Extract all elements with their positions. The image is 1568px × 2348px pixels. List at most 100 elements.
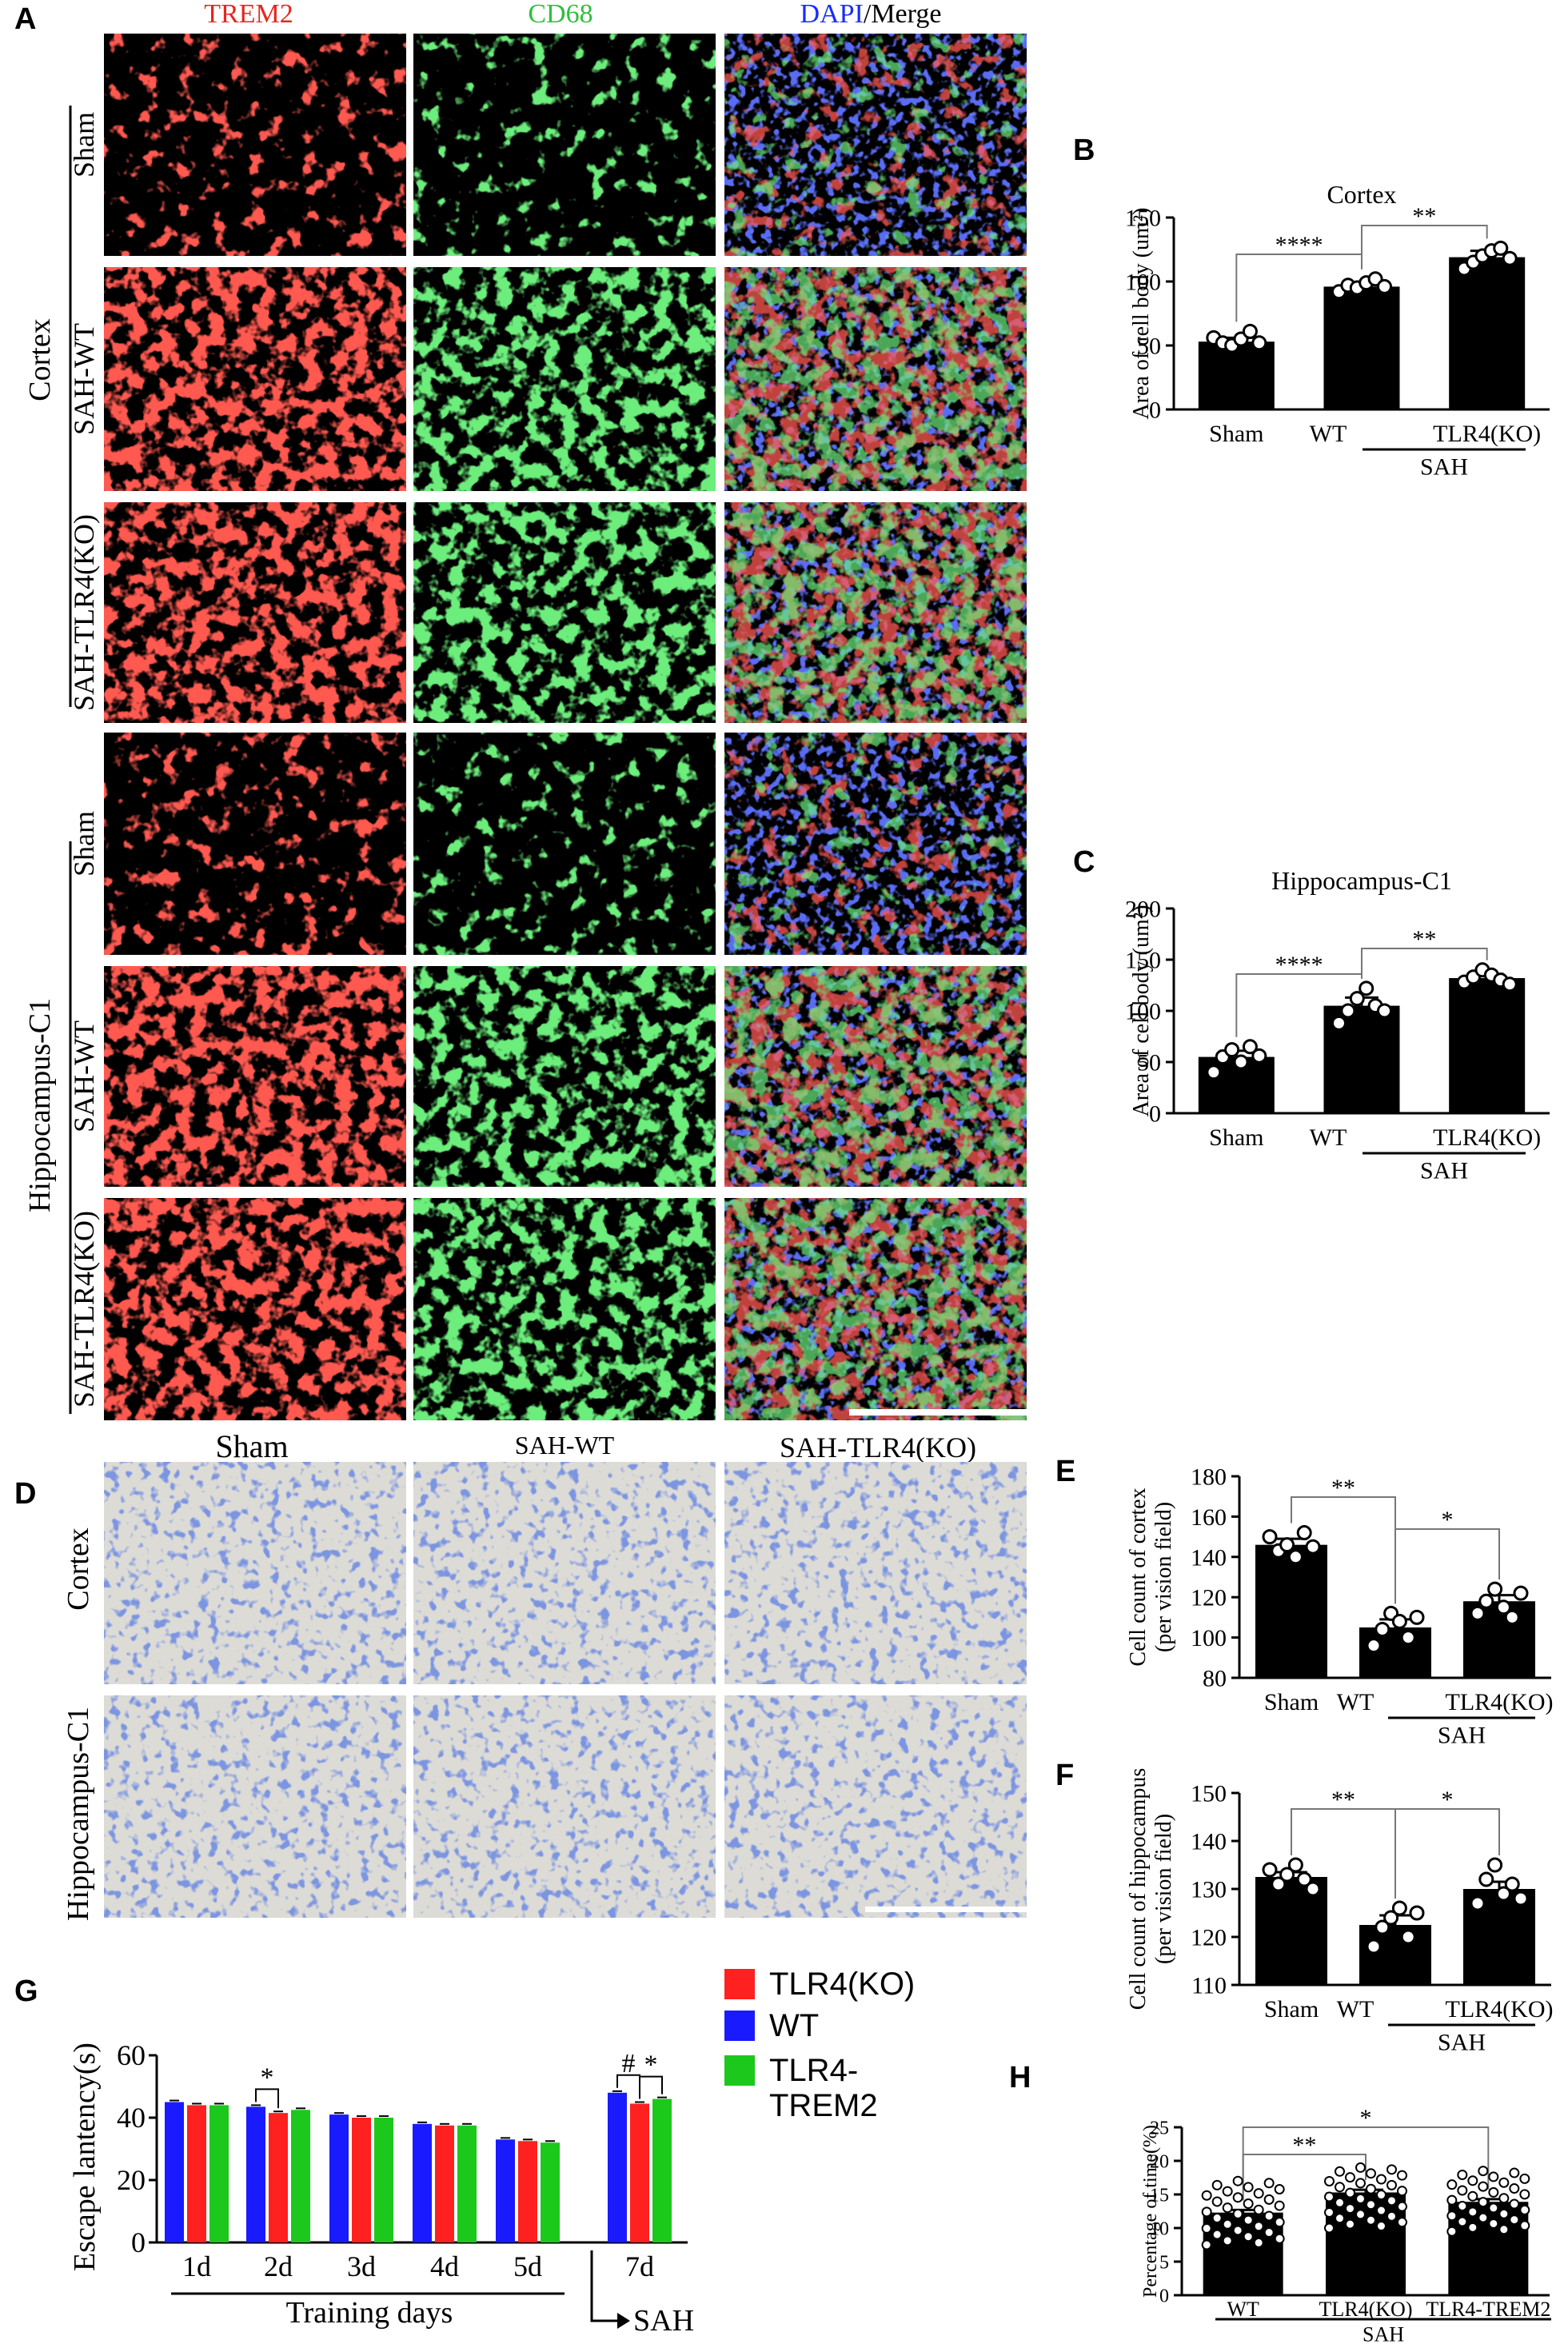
data-point [1274,2233,1285,2244]
bar [209,2105,229,2242]
y-tick-label: 200 [1125,896,1161,923]
data-point [1274,2183,1285,2194]
data-point [1331,1015,1347,1031]
data-point [1504,1609,1520,1625]
scale-bar [865,1907,1028,1912]
data-point [1262,1529,1278,1545]
data-point [1251,1048,1267,1064]
sah-label: SAH [633,2304,694,2338]
x-tick-label: Sham [1209,421,1263,447]
data-point [1478,2166,1489,2177]
nissl-image [724,1695,1027,1918]
y-tick-label: 10 [1150,2218,1169,2239]
bar [1449,257,1526,409]
data-point [1355,2193,1366,2204]
fluorescence-image [104,966,406,1187]
data-point [1457,2200,1468,2211]
panel-a-row-label: Sham [68,811,100,877]
data-point [1211,2196,1223,2207]
data-point [1478,2181,1489,2192]
nissl-image [413,1462,716,1684]
x-tick-label: WT [1337,1689,1374,1715]
legend-swatch [724,2055,755,2086]
y-tick-label: 150 [1191,1781,1227,1807]
data-point [1263,2210,1275,2222]
y-tick-label: 100 [1191,1625,1227,1651]
data-point [1232,2192,1243,2203]
y-axis-label: Cell count of cortex [1126,1487,1151,1666]
data-point [1493,240,1509,256]
y-tick-label: 100 [1125,270,1161,296]
data-point [1253,2221,1264,2232]
data-point [1224,1042,1240,1058]
bar [165,2102,184,2242]
bar [1203,2212,1283,2295]
data-point [1232,2175,1243,2186]
y-tick-label: 0 [131,2226,146,2258]
panel-e-letter: E [1055,1455,1075,1488]
data-point [1201,2206,1212,2218]
panel-d-image-grid [104,1462,1028,1918]
chart-f: 110 120 130 140 150 Cell count of hippocampus… [1126,1768,1553,2056]
x-tick-label: 5d [513,2250,542,2282]
data-point [1519,2204,1530,2215]
data-point [1509,2198,1520,2210]
data-point [1498,2224,1510,2235]
data-point [1376,2205,1386,2216]
data-point [1446,2179,1458,2190]
bar [496,2139,515,2242]
data-point [1498,2193,1510,2204]
bar [1359,1925,1431,1985]
y-tick-label: 130 [1191,1877,1227,1903]
chart-g: 0 20 40 60 Escape lantency(s) 1d 2d 3d 4d 5d 7d Tra… [68,1967,915,2338]
data-point [1409,1609,1425,1625]
data-point [1262,1862,1278,1878]
data-point [1253,2237,1264,2248]
data-point [1457,2216,1468,2227]
data-point [1400,1929,1416,1945]
fluorescence-image [413,267,716,491]
significance-label: ** [1412,926,1436,952]
x-tick-label: Sham [1209,1124,1263,1151]
data-point [1211,2229,1223,2240]
significance-bracket [1394,1528,1500,1604]
nissl-image [104,1462,406,1684]
x-tick-label: 3d [347,2250,376,2282]
data-point [1366,2183,1376,2194]
data-point [1222,2218,1233,2230]
data-point [1509,2167,1520,2178]
data-point [1242,323,1258,339]
data-point [1513,1585,1529,1601]
data-point [1470,1895,1486,1911]
data-point [1467,2175,1478,2186]
data-point [1386,2179,1397,2190]
data-point [1335,2197,1345,2208]
y-axis-label: (per vision field) [1151,1502,1176,1652]
bar [246,2106,265,2242]
data-point [1279,1537,1295,1553]
y-tick-label: 50 [1137,333,1161,360]
x-tick-label: 7d [625,2250,654,2282]
data-point [1263,2178,1275,2189]
group-label: SAH [1420,454,1468,481]
panel-b-letter: B [1073,134,1095,167]
bar [269,2113,288,2242]
data-point [1243,2214,1254,2226]
data-point [1366,2168,1376,2179]
group-label: SAH [1420,1158,1468,1184]
data-point [1324,2222,1335,2234]
data-point [1495,1886,1511,1902]
data-point [1279,1867,1295,1883]
data-point [1374,1919,1390,1935]
panel-a-row-label: SAH-TLR4(KO) [68,1211,100,1408]
significance-bracket [255,2088,279,2109]
significance-bracket [1361,225,1488,270]
y-tick-label: 50 [1137,1050,1161,1076]
x-tick-label: WT [1337,1996,1374,2023]
x-tick-label: Sham [1264,1689,1319,1715]
panel-a-region-hippocampus: Hippocampus-C1 [23,998,57,1212]
y-tick-label: 20 [117,2164,146,2196]
fluorescence-image [413,502,716,723]
data-point [1446,2194,1458,2206]
y-tick-label: 80 [1203,1666,1227,1692]
